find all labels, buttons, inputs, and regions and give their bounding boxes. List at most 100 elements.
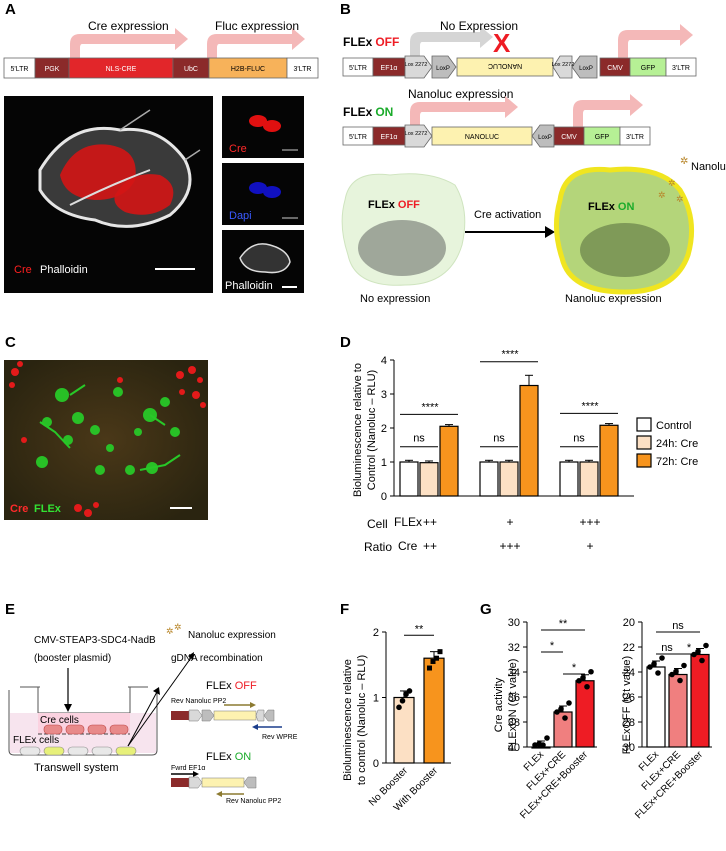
d-bar [499,461,519,497]
off-loxp-b: LoxP [579,66,593,72]
g-left-sig-label: ** [559,618,568,630]
d-cell-label: Cell [367,517,388,531]
rev-wpre-primer: Rev WPRE [262,734,298,741]
g-left-ylabel-2: FLExON (Ct value) [507,659,519,752]
nanoluc-tag: Nanoluc [691,161,726,173]
flex-off-nucleus [358,220,446,276]
f-ylabel-2: to control (Nanoluc – RLU) [356,655,368,785]
side-label-cre: Cre [229,143,247,155]
d-sig-label: **** [581,400,599,412]
g-right-sig-label: ns [661,642,673,654]
d-legend-swatch [636,417,652,432]
off-cmv: CMV [607,65,623,72]
on-gfp: GFP [595,134,610,141]
e-flex-off: FLEx OFF [206,680,257,692]
g-left-data-point [544,735,550,741]
e-nanoluc-expression: Nanoluc expression [188,630,276,641]
rev-nanoluc-primer-2: Rev Nanoluc PP2 [226,798,281,805]
d-y-tick-label: 3 [381,389,387,401]
panel-letter-a: A [5,1,16,18]
panel-f-chart: Bioluminescence relative to control (Nan… [342,623,451,814]
f-y-tick-label: 2 [373,627,379,639]
d-sig-label: ns [573,433,585,445]
d-cre-ratio: +++ [499,539,520,553]
on-3ltr: 3'LTR [626,134,644,141]
side-label-dapi: Dapi [229,210,252,222]
fluc-expression-label: Fluc expression [215,19,299,33]
transwell-label: Transwell system [34,762,119,774]
g-left-data-point [558,706,564,712]
label-flex: FLEx [34,503,62,515]
d-flex-ratio: ++ [423,515,437,529]
g-right-sig-label: * [687,642,692,654]
d-y-tick-label: 0 [381,491,387,503]
d-y-tick-label: 2 [381,423,387,435]
panel-g-charts: Cre activity FLExON (Ct value) FLExOFF (… [493,617,712,821]
cre-expression-label: Cre expression [88,19,169,33]
f-sig-label: ** [415,623,424,635]
plasmid-subtitle: (booster plasmid) [34,653,111,664]
cell-off-caption: No expression [360,293,430,305]
cre-channel-image [222,96,304,158]
g-left-data-point [566,700,572,706]
d-cre-ratio: ++ [423,539,437,553]
g-right-data-point [647,664,653,670]
d-cre-ratio: + [586,539,593,553]
g-left-data-point [576,677,582,684]
nanoluc-particle-icon: ✲ [174,622,182,632]
g-right-data-point [659,655,665,661]
d-bar [419,462,439,497]
g-right-sig-label: ns [672,620,684,632]
d-legend-swatch [636,453,652,468]
nanoluc-particle-icon: ✲ [680,156,688,167]
d-ylabel-1: Bioluminescence relative to [352,363,364,497]
d-bar [479,461,499,497]
g-left-bar [575,680,595,748]
g-right-y-tick-label: 24 [623,667,635,679]
on-lox2272: Lox 2272 [405,131,428,137]
g-right-y-tick-label: 26 [623,692,635,704]
d-sig-label: ns [413,433,425,445]
g-right-data-point [695,648,701,655]
fwrd-ef1a-primer: Fwrd EF1α [171,765,205,772]
g-right-data-point [681,662,687,669]
d-flex-row-label: FLEx [394,515,422,529]
off-ef1a: EF1α [381,65,398,72]
g-right-y-tick-label: 20 [623,617,635,629]
off-5ltr: 5'LTR [349,65,367,72]
d-ylabel-2: Control (Nanoluc – RLU) [366,370,378,490]
cre-activation-label: Cre activation [474,209,541,221]
d-legend-label: 24h: Cre [656,438,698,450]
dapi-channel-image [222,163,304,225]
g-left-data-point [562,715,568,721]
off-3ltr: 3'LTR [672,65,690,72]
d-flex-ratio: + [506,515,513,529]
g-left-data-point [580,674,586,681]
construct-ubc: UbC [184,66,198,73]
cre-expression-arrow [70,28,188,58]
nanoluc-particle-icon: ✲ [676,194,684,204]
cre-cells-label: Cre cells [40,715,79,726]
f-data-point [406,688,413,694]
cell-off-label: FLEx OFF [368,199,420,211]
rev-nanoluc-primer-1: Rev Nanoluc PP2 [171,698,226,705]
panel-letter-d: D [340,334,351,351]
flex-on-title: FLEx ON [343,105,393,119]
d-cre-row-label: Cre [398,539,418,553]
panel-b: FLEx OFF No Expression X 5'LTR EF1α Lox 2… [341,19,726,305]
e-flex-on: FLEx ON [206,751,251,763]
d-y-tick-label: 4 [381,355,387,367]
g-left-sig-label: * [572,662,577,674]
g-left-y-tick-label: 34 [508,667,520,679]
g-left-y-tick-label: 38 [508,717,520,729]
cre-activation-arrow [545,226,555,238]
panel-letter-b: B [340,1,351,18]
g-left-data-point [584,683,590,690]
panel-d-chart: Bioluminescence relative to Control (Nan… [352,349,698,554]
d-bar [439,425,459,497]
g-left-data-point [554,709,560,715]
f-y-tick-label: 1 [373,693,379,705]
off-lox2272-a: Lox 2272 [405,62,428,68]
d-legend-label: Control [656,420,691,432]
